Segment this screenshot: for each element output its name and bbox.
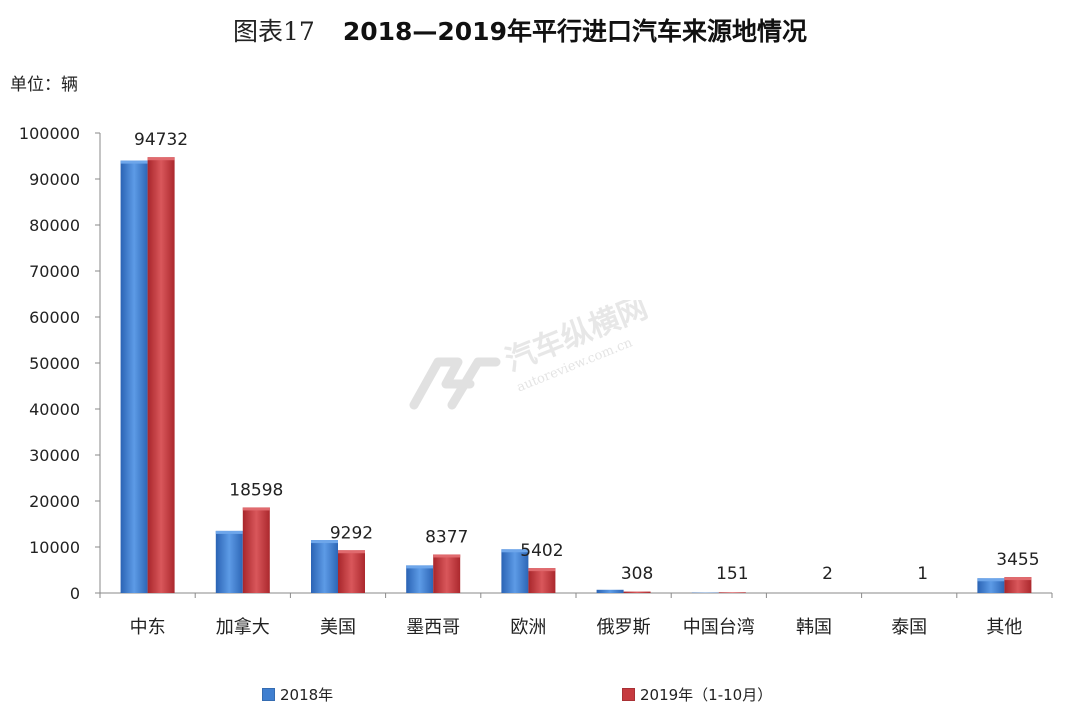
y-tick-label: 0: [70, 584, 80, 603]
x-tick-label: 韩国: [796, 617, 832, 638]
data-label: 9292: [330, 523, 373, 543]
legend-label-2018: 2018年: [280, 686, 334, 704]
bar-cap: [406, 565, 434, 569]
y-tick-label: 60000: [29, 308, 80, 327]
bar-2019-3: [433, 554, 461, 593]
x-tick-label: 加拿大: [216, 616, 270, 638]
data-label: 94732: [134, 130, 188, 150]
chart-title-main: 2018—2019年平行进口汽车来源地情况: [342, 17, 807, 46]
x-tick-label: 俄罗斯: [597, 617, 651, 638]
x-tick-label: 其他: [986, 617, 1022, 638]
bar-2018-5: [596, 589, 624, 593]
y-tick-label: 20000: [29, 492, 80, 511]
y-tick-label: 50000: [29, 354, 80, 373]
data-label: 1: [917, 564, 928, 584]
bar-cap: [433, 554, 461, 558]
data-label: 308: [621, 564, 653, 584]
bar-2018-1: [215, 530, 243, 593]
chart-title: 图表17 2018—2019年平行进口汽车来源地情况: [0, 12, 1040, 48]
y-tick-label: 10000: [29, 538, 80, 557]
bar-cap: [528, 568, 556, 572]
bar-cap: [311, 540, 338, 544]
y-tick-label: 100000: [19, 124, 80, 143]
bar-2019-2: [338, 550, 365, 593]
chart-axes: 1000009000080000700006000050000400003000…: [19, 124, 1053, 603]
bar-cap: [215, 530, 243, 534]
chart-bars: [120, 157, 1032, 594]
bar-2018-3: [406, 565, 434, 593]
data-label: 151: [716, 564, 748, 584]
x-tick-label: 泰国: [891, 617, 927, 638]
x-tick-label: 中东: [130, 617, 166, 638]
bar-cap: [242, 507, 270, 511]
bar-2018-4: [501, 549, 529, 593]
y-tick-label: 80000: [29, 216, 80, 235]
unit-label: 单位：辆: [10, 75, 78, 95]
legend-item-2019: 2019年（1-10月）: [622, 684, 772, 705]
bar-2019-6: [718, 592, 746, 593]
legend-swatch-2018: [262, 688, 275, 701]
bar-cap: [977, 578, 1005, 582]
chart-legend: 2018年 2019年（1-10月）: [0, 684, 1070, 708]
bar-2018-9: [977, 578, 1005, 593]
y-tick-label: 40000: [29, 400, 80, 419]
bar-2018-0: [120, 160, 148, 593]
data-label: 2: [822, 564, 833, 584]
x-tick-label: 欧洲: [510, 617, 546, 638]
bar-cap: [120, 160, 148, 164]
legend-swatch-2019: [622, 688, 635, 701]
data-label: 5402: [520, 541, 563, 561]
legend-label-2019: 2019年（1-10月）: [640, 686, 773, 704]
chart-title-prefix: 图表17: [233, 17, 315, 46]
x-tick-label: 美国: [320, 617, 356, 638]
bar-cap: [501, 549, 529, 553]
bar-2018-2: [311, 540, 338, 593]
chart-labels: 94732 中东 18598 加拿大 9292 美国 8377 墨西哥 5402 欧洲 308 俄罗斯…: [130, 130, 1040, 638]
watermark-logo: 汽车纵横网 autoreview.com.cn: [400, 290, 670, 420]
x-tick-label: 墨西哥: [406, 617, 460, 638]
data-label: 3455: [996, 550, 1039, 570]
y-tick-label: 30000: [29, 446, 80, 465]
bar-2019-4: [528, 568, 556, 593]
x-tick-label: 中国台湾: [683, 617, 755, 638]
data-label: 18598: [229, 480, 283, 500]
bar-2019-5: [623, 591, 651, 593]
bar-2019-9: [1004, 577, 1032, 593]
legend-item-2018: 2018年: [262, 684, 333, 705]
bar-cap: [338, 550, 365, 554]
bar-2019-0: [147, 157, 175, 594]
bar-cap: [1004, 577, 1032, 581]
bar-2019-1: [242, 507, 270, 593]
bar-cap: [147, 157, 175, 161]
y-tick-label: 90000: [29, 170, 80, 189]
y-tick-label: 70000: [29, 262, 80, 281]
data-label: 8377: [425, 527, 468, 547]
